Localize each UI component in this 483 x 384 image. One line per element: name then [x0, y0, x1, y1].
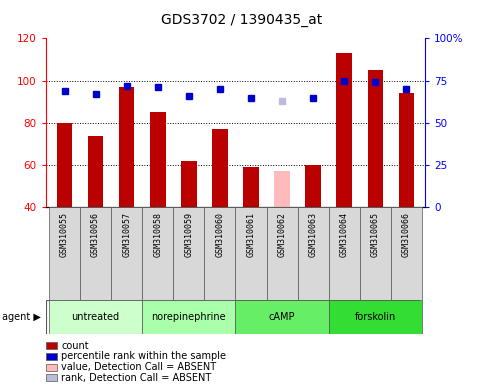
Bar: [337, 53, 352, 207]
FancyBboxPatch shape: [360, 207, 391, 300]
Text: untreated: untreated: [71, 312, 120, 322]
Text: GSM310058: GSM310058: [153, 212, 162, 257]
FancyBboxPatch shape: [298, 207, 329, 300]
FancyBboxPatch shape: [111, 207, 142, 300]
FancyBboxPatch shape: [236, 300, 329, 334]
FancyBboxPatch shape: [267, 207, 298, 300]
Text: GDS3702 / 1390435_at: GDS3702 / 1390435_at: [161, 13, 322, 27]
FancyBboxPatch shape: [142, 207, 173, 300]
Bar: [305, 165, 321, 207]
Bar: [274, 171, 290, 207]
Bar: [212, 129, 227, 207]
Bar: [57, 123, 72, 207]
FancyBboxPatch shape: [142, 300, 236, 334]
Text: GSM310055: GSM310055: [60, 212, 69, 257]
FancyBboxPatch shape: [204, 207, 236, 300]
Bar: [181, 161, 197, 207]
Text: cAMP: cAMP: [269, 312, 295, 322]
FancyBboxPatch shape: [80, 207, 111, 300]
Text: GSM310056: GSM310056: [91, 212, 100, 257]
Text: forskolin: forskolin: [355, 312, 396, 322]
Text: GSM310064: GSM310064: [340, 212, 349, 257]
Bar: [150, 112, 166, 207]
Text: GSM310065: GSM310065: [371, 212, 380, 257]
Text: GSM310061: GSM310061: [246, 212, 256, 257]
FancyBboxPatch shape: [329, 207, 360, 300]
Text: GSM310059: GSM310059: [185, 212, 193, 257]
Text: GSM310062: GSM310062: [278, 212, 286, 257]
Text: agent ▶: agent ▶: [2, 312, 41, 322]
Bar: [368, 70, 383, 207]
Text: rank, Detection Call = ABSENT: rank, Detection Call = ABSENT: [61, 373, 212, 383]
Text: count: count: [61, 341, 89, 351]
Bar: [119, 87, 134, 207]
Text: GSM310066: GSM310066: [402, 212, 411, 257]
FancyBboxPatch shape: [173, 207, 204, 300]
FancyBboxPatch shape: [329, 300, 422, 334]
FancyBboxPatch shape: [49, 300, 142, 334]
FancyBboxPatch shape: [236, 207, 267, 300]
Text: percentile rank within the sample: percentile rank within the sample: [61, 351, 227, 361]
Bar: [398, 93, 414, 207]
FancyBboxPatch shape: [391, 207, 422, 300]
Bar: [88, 136, 103, 207]
Text: GSM310060: GSM310060: [215, 212, 225, 257]
Text: GSM310057: GSM310057: [122, 212, 131, 257]
Text: norepinephrine: norepinephrine: [152, 312, 226, 322]
Text: value, Detection Call = ABSENT: value, Detection Call = ABSENT: [61, 362, 216, 372]
FancyBboxPatch shape: [49, 207, 80, 300]
Text: GSM310063: GSM310063: [309, 212, 318, 257]
Bar: [243, 167, 259, 207]
